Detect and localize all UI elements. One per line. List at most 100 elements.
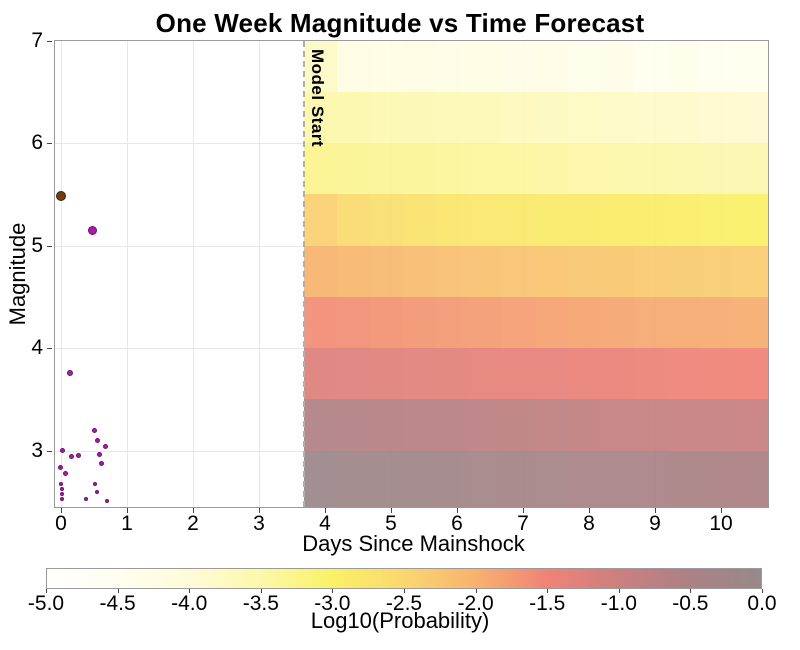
heatmap-cell-m6-6.5-c11	[666, 91, 700, 143]
heatmap-cell-m6.5-7-c8	[567, 41, 601, 92]
aftershock-point-11	[63, 470, 69, 476]
heatmap-cell-m4.5-5-c13	[732, 245, 768, 297]
x-tick-label-2: 2	[187, 512, 199, 535]
heatmap-cell-m5.5-6-c12	[699, 143, 733, 195]
aftershock-point-16	[92, 482, 97, 487]
heatmap-cell-m5-5.5-c6	[501, 194, 535, 246]
y-tickmark-6	[47, 143, 52, 144]
heatmap-cell-m5.5-6-c2	[369, 143, 403, 195]
aftershock-point-0	[87, 225, 97, 235]
heatmap-cell-m4.5-5-c10	[633, 245, 667, 297]
aftershock-point-7	[76, 453, 82, 459]
x-tickmark-6	[457, 508, 458, 513]
heatmap-cell-m6-6.5-c2	[369, 91, 403, 143]
gridline-x-1	[127, 41, 128, 507]
x-tickmark-10	[721, 508, 722, 513]
heatmap-cell-m6.5-7-c11	[666, 41, 700, 92]
colorbar-label: Log10(Probability)	[310, 608, 490, 633]
aftershock-point-3	[94, 437, 100, 443]
heatmap-cell-m5.5-6-c1	[336, 143, 370, 195]
heatmap-cell-m4-4.5-c13	[732, 296, 768, 348]
y-tickmark-4	[47, 348, 52, 349]
colorbar-tickmark--5.0	[46, 589, 47, 593]
x-tick-label-6: 6	[451, 512, 463, 535]
colorbar-tick-label--1.0: -1.0	[600, 592, 637, 615]
aftershock-point-5	[59, 448, 65, 453]
heatmap-cell-m6-6.5-c12	[699, 91, 733, 143]
heatmap-cell-m6.5-7-c2	[369, 41, 403, 92]
x-tickmark-0	[61, 508, 62, 513]
x-tick-label-5: 5	[385, 512, 397, 535]
aftershock-point-13	[60, 487, 65, 492]
heatmap-cell-m2.5-3-c5	[468, 450, 502, 507]
heatmap-cell-m5-5.5-c2	[369, 194, 403, 246]
heatmap-cell-m6.5-7-c7	[534, 41, 568, 92]
colorbar-tickmark--1.0	[618, 589, 620, 593]
heatmap-cell-m4.5-5-c3	[402, 245, 436, 297]
heatmap-cell-m2.5-3-c12	[699, 450, 733, 507]
colorbar-tickmark--4.0	[189, 589, 191, 593]
heatmap-cell-m2.5-3-c10	[633, 450, 667, 507]
x-tick-label-1: 1	[121, 512, 133, 535]
colorbar-tick-label--1.5: -1.5	[529, 592, 566, 615]
aftershock-point-1	[67, 369, 74, 376]
colorbar-tick-label--2.5: -2.5	[385, 592, 423, 615]
model-start-label: Model Start	[307, 49, 327, 148]
aftershock-point-14	[60, 491, 65, 496]
heatmap-cell-m5-5.5-c3	[402, 194, 436, 246]
heatmap-cell-m5-5.5-c12	[699, 194, 733, 246]
heatmap-cell-m6.5-7-c13	[732, 41, 768, 92]
heatmap-cell-m5-5.5-c7	[534, 194, 568, 246]
aftershock-point-12	[59, 482, 63, 487]
heatmap-cell-m5-5.5-c5	[468, 194, 502, 246]
aftershock-point-4	[103, 443, 109, 449]
heatmap-cell-m2.5-3-c11	[666, 450, 700, 507]
x-tick-label-8: 8	[583, 512, 595, 535]
heatmap-cell-m5.5-6-c10	[633, 143, 667, 195]
heatmap-cell-m3-3.5-c0	[303, 399, 337, 451]
heatmap-cell-m3-3.5-c5	[468, 399, 502, 451]
heatmap-cell-m3.5-4-c6	[501, 348, 535, 400]
heatmap-cell-m5.5-6-c8	[567, 143, 601, 195]
y-tick-label-7: 7	[31, 28, 43, 52]
heatmap-cell-m3-3.5-c9	[600, 399, 634, 451]
heatmap-cell-m5.5-6-c13	[732, 143, 768, 195]
heatmap-cell-m3.5-4-c2	[369, 348, 403, 400]
y-tickmark-3	[47, 450, 52, 452]
colorbar-tickmark--3.5	[260, 589, 262, 593]
heatmap-cell-m5.5-6-c3	[402, 143, 436, 195]
y-tickmark-5	[47, 245, 52, 247]
heatmap-cell-m5.5-6-c5	[468, 143, 502, 195]
aftershock-point-10	[57, 465, 63, 471]
mainshock-point	[56, 191, 66, 202]
heatmap-cell-m4.5-5-c11	[666, 245, 700, 297]
heatmap-cell-m6-6.5-c7	[534, 91, 568, 143]
x-tickmark-1	[127, 508, 128, 513]
probability-heatmap	[303, 41, 768, 507]
heatmap-cell-m2.5-3-c7	[534, 450, 568, 507]
heatmap-cell-m5.5-6-c11	[666, 143, 700, 195]
y-tick-label-5: 5	[31, 233, 43, 257]
x-tick-label-4: 4	[319, 512, 331, 535]
x-tick-label-7: 7	[517, 512, 529, 535]
heatmap-cell-m4-4.5-c0	[303, 296, 337, 348]
x-tickmark-3	[259, 508, 260, 513]
heatmap-cell-m6-6.5-c6	[501, 91, 535, 143]
heatmap-cell-m2.5-3-c0	[303, 450, 337, 507]
heatmap-cell-m6.5-7-c12	[699, 41, 733, 92]
heatmap-cell-m5.5-6-c9	[600, 143, 634, 195]
x-tickmark-2	[193, 508, 194, 513]
heatmap-cell-m5-5.5-c13	[732, 194, 768, 246]
colorbar-tick-label--0.5: -0.5	[672, 592, 709, 615]
heatmap-cell-m3.5-4-c9	[600, 348, 634, 400]
heatmap-cell-m4.5-5-c4	[435, 245, 469, 297]
colorbar-tickmark--3.0	[332, 589, 334, 593]
gridline-x-3	[259, 41, 260, 507]
x-tick-label-3: 3	[253, 512, 265, 535]
aftershock-point-8	[97, 452, 103, 458]
heatmap-cell-m6.5-7-c0	[303, 41, 337, 92]
heatmap-cell-m5-5.5-c0	[303, 194, 337, 246]
chart-title: One Week Magnitude vs Time Forecast	[155, 8, 645, 38]
model-start-line	[302, 41, 305, 507]
